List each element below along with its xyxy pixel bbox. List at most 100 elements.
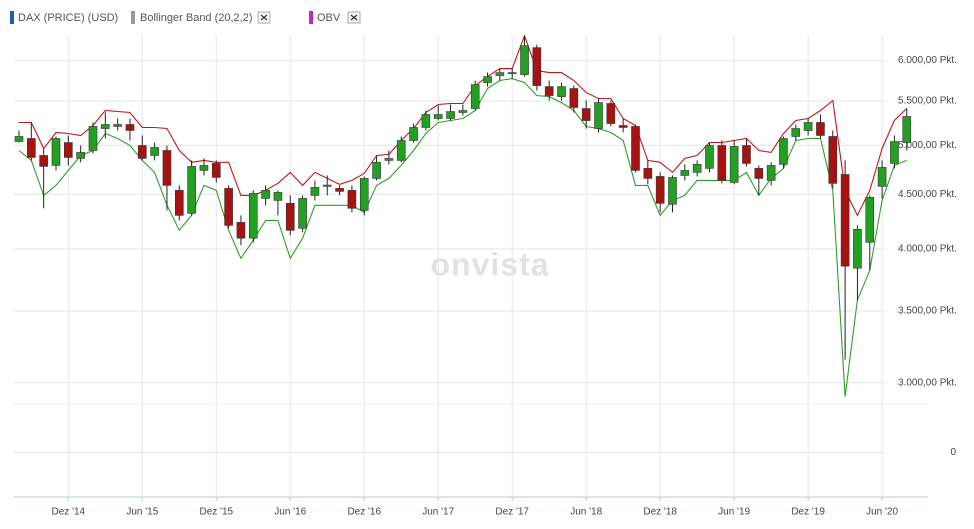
candle bbox=[495, 68, 505, 81]
candle bbox=[754, 165, 764, 196]
close-icon[interactable] bbox=[260, 14, 268, 21]
candle bbox=[310, 180, 320, 201]
candle bbox=[298, 195, 307, 233]
candle bbox=[458, 104, 468, 116]
candle-body bbox=[594, 102, 603, 129]
x-tick-label: Dez '15 bbox=[199, 507, 233, 518]
candle-body bbox=[64, 142, 73, 158]
candle-body bbox=[125, 124, 135, 131]
candle-body bbox=[211, 163, 221, 178]
candle-body bbox=[779, 138, 788, 165]
candle bbox=[372, 155, 381, 181]
candle-body bbox=[236, 222, 246, 239]
candle bbox=[396, 136, 406, 163]
candle bbox=[569, 85, 579, 113]
candle-body bbox=[396, 140, 406, 161]
candle-body bbox=[446, 111, 455, 119]
candle-body bbox=[865, 197, 875, 243]
candle-body bbox=[458, 110, 468, 113]
candle-body bbox=[828, 136, 838, 184]
candle-body bbox=[816, 122, 825, 136]
candle-body bbox=[101, 124, 110, 129]
candle bbox=[446, 104, 455, 121]
candle bbox=[162, 145, 172, 211]
candle-body bbox=[569, 88, 579, 108]
y-tick-label: 4.000,00 Pkt. bbox=[898, 244, 957, 255]
bollinger-band-line bbox=[19, 34, 908, 217]
candle-body bbox=[890, 141, 899, 164]
candle bbox=[483, 72, 492, 87]
candle bbox=[211, 160, 221, 183]
candle bbox=[828, 130, 838, 189]
candle-body bbox=[433, 114, 443, 119]
candle-body bbox=[150, 147, 159, 156]
y-tick-label: 6.000,00 Pkt. bbox=[898, 55, 957, 66]
candle-body bbox=[384, 158, 394, 161]
candle-body bbox=[495, 72, 505, 76]
candle-body bbox=[544, 86, 554, 96]
candle-body bbox=[409, 127, 418, 141]
x-tick-label: Jun '18 bbox=[570, 507, 602, 518]
x-tick-label: Jun '19 bbox=[718, 507, 750, 518]
candle bbox=[273, 190, 283, 216]
candle bbox=[902, 108, 912, 151]
candle bbox=[643, 160, 653, 185]
candle bbox=[680, 164, 690, 181]
candle bbox=[113, 118, 122, 131]
watermark: onvista bbox=[430, 246, 549, 282]
candle bbox=[581, 100, 591, 129]
candle-body bbox=[248, 193, 258, 239]
candle-body bbox=[27, 138, 36, 158]
candle-body bbox=[187, 166, 196, 214]
x-tick-label: Dez '19 bbox=[791, 507, 825, 518]
candle bbox=[421, 110, 431, 131]
candle bbox=[766, 162, 776, 186]
candle-body bbox=[606, 103, 616, 124]
y-tick-label: 3.500,00 Pkt. bbox=[898, 306, 957, 317]
candle-body bbox=[754, 168, 764, 179]
candle bbox=[470, 80, 480, 111]
candle bbox=[138, 135, 147, 161]
candle-body bbox=[507, 72, 517, 74]
candle bbox=[877, 160, 887, 199]
x-tick-label: Jun '20 bbox=[866, 507, 898, 518]
x-tick-label: Dez '18 bbox=[643, 507, 677, 518]
candle-body bbox=[174, 190, 184, 216]
legend-label: OBV bbox=[317, 12, 341, 24]
remove-indicator-button[interactable] bbox=[347, 11, 361, 24]
candle bbox=[692, 160, 702, 177]
remove-indicator-button[interactable] bbox=[257, 11, 271, 24]
candle bbox=[187, 160, 196, 216]
candle bbox=[64, 135, 73, 166]
candle-body bbox=[322, 184, 332, 187]
candle-body bbox=[261, 190, 270, 199]
candle-body bbox=[14, 136, 24, 142]
candle-body bbox=[310, 187, 320, 196]
candle bbox=[791, 124, 801, 141]
candle-body bbox=[51, 138, 61, 166]
candle bbox=[618, 118, 628, 133]
y-tick-label: 3.000,00 Pkt. bbox=[898, 377, 957, 388]
candle bbox=[433, 105, 443, 121]
x-tick-label: Dez '14 bbox=[52, 507, 86, 518]
x-tick-label: Jun '15 bbox=[126, 507, 158, 518]
candle bbox=[359, 176, 369, 216]
candle-body bbox=[359, 178, 369, 211]
y-tick-label: 0 bbox=[950, 447, 956, 458]
candle bbox=[544, 80, 554, 101]
candle-body bbox=[113, 124, 122, 127]
x-tick-label: Dez '17 bbox=[495, 507, 529, 518]
candle bbox=[125, 118, 135, 141]
candle-body bbox=[705, 145, 714, 169]
legend-swatch bbox=[309, 11, 313, 24]
candle bbox=[409, 123, 418, 143]
close-icon[interactable] bbox=[350, 14, 358, 21]
candle-body bbox=[742, 145, 751, 164]
candle bbox=[742, 138, 751, 167]
candle bbox=[594, 98, 603, 133]
candle-body bbox=[470, 84, 480, 109]
candle-body bbox=[138, 145, 147, 159]
candle bbox=[840, 160, 850, 360]
candle bbox=[557, 82, 566, 101]
